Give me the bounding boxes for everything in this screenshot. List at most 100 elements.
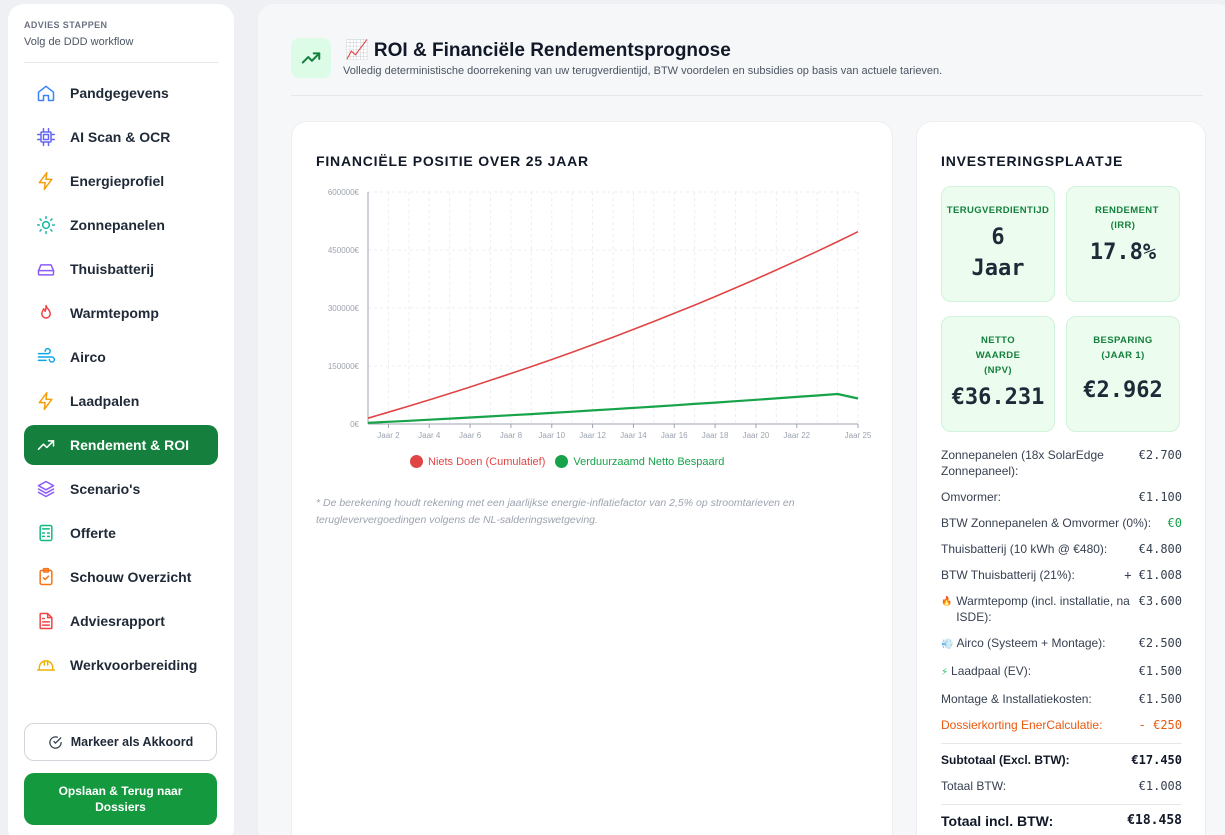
chart-legend: Niets Doen (Cumulatief) Verduurzaamd Net… [410, 455, 734, 468]
total-label: Totaal incl. BTW: [941, 813, 1054, 829]
sidebar-item-zonnepanelen[interactable]: Zonnepanelen [24, 205, 218, 245]
sidebar-divider [24, 62, 218, 63]
x-tick-label: Jaar 10 [538, 431, 565, 440]
cost-label: Laadpaal (EV): [951, 664, 1032, 678]
main-panel: 📈 ROI & Financiële Rendementsprognose Vo… [258, 4, 1225, 835]
sidebar-item-label: Laadpalen [70, 393, 140, 409]
sidebar-item-scenario-s[interactable]: Scenario's [24, 469, 218, 509]
sidebar-item-label: Scenario's [70, 481, 141, 497]
battery-icon [36, 259, 56, 279]
sidebar-item-werkvoorbereiding[interactable]: Werkvoorbereiding [24, 645, 218, 685]
cost-label: Warmtepomp (incl. installatie, na ISDE): [956, 594, 1130, 624]
y-tick-label: 300000€ [328, 304, 360, 313]
total-row: Totaal incl. BTW: €18.458 [941, 813, 1182, 829]
sidebar-item-label: Pandgegevens [70, 85, 169, 101]
legend-item-verduurzaamd[interactable]: Verduurzaamd Netto Bespaard [555, 455, 724, 468]
sidebar-item-schouw-overzicht[interactable]: Schouw Overzicht [24, 557, 218, 597]
cost-row-heatpump: 🔥 Warmtepomp (incl. installatie, na ISDE)… [941, 593, 1182, 625]
cost-value: €0 [1167, 516, 1182, 530]
check-circle-icon [48, 735, 62, 749]
page-title: 📈 ROI & Financiële Rendementsprognose [345, 40, 731, 61]
cost-value: €2.700 [1138, 448, 1182, 462]
cost-label: BTW Thuisbatterij (21%): [941, 568, 1075, 582]
cost-value: €3.600 [1138, 594, 1182, 608]
cost-label: Montage & Installatiekosten: [941, 692, 1092, 706]
sidebar-item-pandgegevens[interactable]: Pandgegevens [24, 73, 218, 113]
header-divider [291, 95, 1203, 96]
kpi-value: 6 Jaar [971, 225, 1025, 281]
bolt-icon: ⚡ [941, 667, 949, 678]
x-tick-label: Jaar 25 [845, 431, 872, 440]
kpi-value: €36.231 [951, 385, 1045, 410]
chart-card: FINANCIËLE POSITIE OVER 25 JAAR 0€ 150000… [291, 121, 893, 835]
sidebar-item-label: Thuisbatterij [70, 261, 155, 277]
kpi-payback: TERUGVERDIENTIJD 6 Jaar [941, 186, 1055, 302]
sidebar-item-warmtepomp[interactable]: Warmtepomp [24, 293, 218, 333]
sidebar-item-ai-scan-ocr[interactable]: AI Scan & OCR [24, 117, 218, 157]
sun-icon [36, 215, 56, 235]
hard-hat-icon [36, 655, 56, 675]
btw-total-label: Totaal BTW: [941, 779, 1007, 793]
series-line-verduurzaamd [367, 392, 859, 424]
flame-icon [36, 303, 56, 323]
legend-item-niets-doen[interactable]: Niets Doen (Cumulatief) [410, 455, 545, 468]
cost-value: €1.100 [1138, 490, 1182, 504]
cost-value: €1.500 [1138, 664, 1182, 678]
divider [941, 804, 1182, 805]
cost-row-inverter: Omvormer: €1.100 [941, 489, 1182, 505]
home-icon [36, 83, 56, 103]
trending-up-icon [36, 435, 56, 455]
sidebar: ADVIES STAPPEN Volg de DDD workflow Pand… [8, 4, 234, 835]
kpi-irr: RENDEMENT (IRR) 17.8% [1066, 186, 1180, 302]
kpi-npv: NETTO WAARDE (NPV) €36.231 [941, 316, 1055, 432]
cpu-icon [36, 127, 56, 147]
cost-label-wrap: 💨 Airco (Systeem + Montage): [941, 635, 1139, 653]
legend-label: Niets Doen (Cumulatief) [428, 455, 546, 468]
kpi-label: RENDEMENT (IRR) [1095, 205, 1159, 231]
sidebar-item-label: Adviesrapport [70, 613, 165, 629]
approve-button-label: Markeer als Akkoord [70, 735, 194, 749]
wind-icon [36, 347, 56, 367]
divider [941, 743, 1182, 744]
kpi-label: BESPARING (JAAR 1) [1093, 335, 1153, 361]
sidebar-item-laadpalen[interactable]: Laadpalen [24, 381, 218, 421]
sidebar-nav: Pandgegevens AI Scan & OCR Energieprofiel Z… [24, 73, 218, 685]
sidebar-item-adviesrapport[interactable]: Adviesrapport [24, 601, 218, 641]
sidebar-item-energieprofiel[interactable]: Energieprofiel [24, 161, 218, 201]
x-tick-label: Jaar 8 [500, 431, 523, 440]
file-text-icon [36, 611, 56, 631]
save-and-return-button[interactable]: Opslaan & Terug naar Dossiers [24, 773, 217, 825]
sidebar-item-offerte[interactable]: Offerte [24, 513, 218, 553]
investment-title: INVESTERINGSPLAATJE [941, 153, 1124, 169]
page-subtitle: Volledig deterministische doorrekening v… [343, 65, 943, 77]
roi-line-chart: 0€ 150000€ 300000€ 450000€ 600000€ Jaar 2 Jaar… [328, 188, 872, 440]
sidebar-item-rendement-roi[interactable]: Rendement & ROI [24, 425, 218, 465]
sidebar-item-label: Energieprofiel [70, 173, 165, 189]
cost-row-discount: Dossierkorting EnerCalculatie: - €250 [941, 717, 1182, 733]
flame-icon: 🔥 [941, 596, 953, 606]
cost-row-installation: Montage & Installatiekosten: €1.500 [941, 691, 1182, 707]
cost-value: + €1.008 [1124, 568, 1182, 582]
calculator-icon [36, 523, 56, 543]
chart-title: FINANCIËLE POSITIE OVER 25 JAAR [316, 153, 589, 169]
sidebar-item-label: Zonnepanelen [70, 217, 165, 233]
legend-swatch [555, 455, 569, 468]
cost-label: BTW Zonnepanelen & Omvormer (0%): [941, 516, 1152, 530]
kpi-savings: BESPARING (JAAR 1) €2.962 [1066, 316, 1180, 432]
x-tick-label: Jaar 4 [418, 431, 441, 440]
sidebar-subheading: Volg de DDD workflow [24, 36, 134, 48]
investment-card: INVESTERINGSPLAATJE TERUGVERDIENTIJD 6 J… [916, 121, 1206, 835]
wind-icon: 💨 [941, 639, 954, 650]
legend-swatch [410, 455, 423, 468]
trending-up-icon [291, 38, 331, 78]
sidebar-item-thuisbatterij[interactable]: Thuisbatterij [24, 249, 218, 289]
cost-breakdown: Zonnepanelen (18x SolarEdge Zonnepaneel)… [941, 447, 1182, 835]
sidebar-heading: ADVIES STAPPEN [24, 20, 108, 30]
series-line-niets-doen [367, 230, 859, 419]
approve-button[interactable]: Markeer als Akkoord [24, 723, 217, 761]
cost-row-solar: Zonnepanelen (18x SolarEdge Zonnepaneel)… [941, 447, 1182, 479]
kpi-label: TERUGVERDIENTIJD [946, 205, 1050, 216]
cost-label: Airco (Systeem + Montage): [956, 636, 1106, 650]
cost-label: Thuisbatterij (10 kWh @ €480): [941, 542, 1108, 556]
sidebar-item-airco[interactable]: Airco [24, 337, 218, 377]
